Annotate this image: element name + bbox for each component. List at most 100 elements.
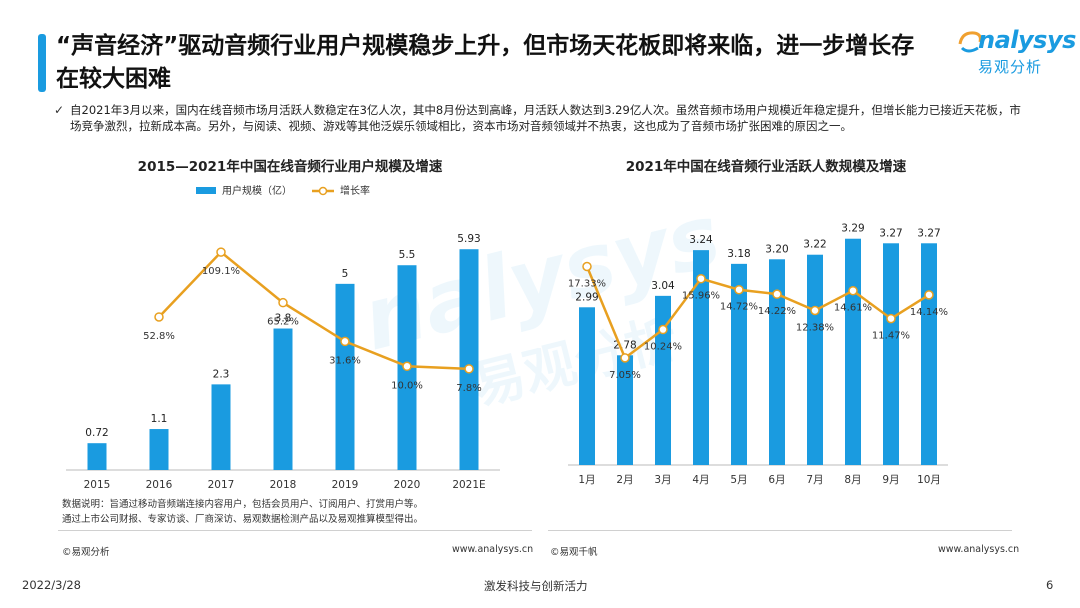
chart2-x-tick-label: 4月 — [692, 474, 709, 486]
chart2-bar — [579, 307, 595, 465]
legend-line-label: 增长率 — [340, 184, 370, 197]
chart1-x-tick-label: 2020 — [394, 479, 421, 491]
chart2-bar — [845, 238, 861, 465]
chart2-growth-point — [886, 313, 896, 324]
chart2-growth-label: 10.24% — [644, 342, 682, 353]
chart1-growth-label: 10.0% — [391, 380, 423, 391]
chart2-growth-label: 15.96% — [682, 291, 720, 302]
footer-slogan: 激发科技与创新活力 — [484, 579, 588, 593]
chart2-growth-label: 7.05% — [609, 370, 641, 381]
chart1-x-tick-label: 2018 — [270, 479, 297, 491]
chart1-bar — [87, 443, 107, 470]
right-separator — [548, 530, 1012, 531]
left-copyright: ©易观分析 — [62, 547, 110, 558]
chart1-x-tick-label: 2016 — [146, 479, 173, 491]
chart2-bar — [769, 259, 785, 465]
right-url: www.analysys.cn — [938, 544, 1020, 555]
chart2-bar-label: 3.29 — [841, 223, 864, 235]
chart1-bar — [211, 384, 231, 470]
chart2-bar-label: 3.27 — [917, 227, 940, 239]
note-line-1: 数据说明：旨通过移动音频端连接内容用户，包括会员用户、订阅用户、打赏用户等。 — [62, 499, 424, 510]
check-icon: ✓ — [54, 103, 65, 117]
logo-text-cn: 易观分析 — [978, 58, 1043, 76]
chart2-growth-point — [924, 290, 934, 300]
chart2-bar — [921, 243, 937, 465]
chart1-growth-point — [154, 312, 164, 322]
chart2-bar-label: 3.24 — [689, 234, 713, 246]
chart1-growth-point — [216, 247, 226, 257]
left-url: www.analysys.cn — [452, 544, 534, 555]
legend-bar-label: 用户规模（亿） — [222, 184, 292, 197]
chart2-x-tick-label: 3月 — [654, 474, 671, 486]
chart1-bar — [149, 429, 169, 470]
chart2-growth-label: 14.22% — [758, 306, 796, 317]
chart1-growth-point — [278, 297, 288, 308]
logo-swirl-icon — [958, 31, 982, 53]
chart2-growth-label: 17.33% — [568, 279, 606, 290]
chart2-title: 2021年中国在线音频行业活跃人数规模及增速 — [625, 159, 907, 175]
chart1-bar-label: 5 — [342, 268, 349, 280]
page-number: 6 — [1046, 578, 1054, 592]
chart2-growth-label: 11.47% — [872, 331, 910, 342]
chart2-bar — [731, 263, 747, 465]
chart1-bar — [273, 328, 293, 470]
chart2-x-tick-label: 1月 — [578, 474, 595, 486]
chart2-x-tick-label: 10月 — [917, 474, 941, 486]
chart1-x-tick-label: 2019 — [332, 479, 359, 491]
chart1-growth-label: 109.1% — [202, 266, 240, 277]
left-separator — [58, 530, 532, 531]
chart2-x-tick-label: 9月 — [882, 474, 899, 486]
chart2-bar — [883, 243, 899, 465]
chart2-x-tick-label: 7月 — [806, 474, 823, 486]
chart1-x-tick-label: 2021E — [452, 479, 485, 491]
chart2-bar — [807, 254, 823, 465]
chart1-growth-line — [158, 250, 470, 371]
chart2-growth-point — [582, 261, 592, 272]
chart1-bar-label: 2.3 — [213, 368, 230, 380]
chart1-bar-label: 1.1 — [151, 413, 168, 425]
right-copyright: ©易观千帆 — [550, 547, 598, 558]
chart2-growth-point — [734, 284, 744, 295]
legend-bar-swatch — [196, 187, 216, 194]
chart2-growth-point — [696, 273, 706, 284]
chart1-growth-point — [340, 336, 350, 347]
chart2-growth-label: 14.14% — [910, 307, 948, 318]
chart2-x-tick-label: 2月 — [616, 474, 633, 486]
analysys-logo: nalysys 易观分析 — [956, 26, 1076, 82]
legend-line-marker — [318, 186, 328, 196]
chart2-bar-label: 3.04 — [651, 280, 675, 292]
chart2-bar — [693, 250, 709, 465]
chart1-bar-label: 5.5 — [399, 249, 416, 261]
chart1-x-tick-label: 2017 — [208, 479, 235, 491]
chart2-bar-label: 3.18 — [727, 248, 750, 260]
chart1-growth-label: 7.8% — [456, 383, 481, 394]
chart1-growth-label: 65.2% — [267, 317, 299, 328]
chart2-bar — [617, 355, 633, 465]
chart2-x-tick-label: 6月 — [768, 474, 785, 486]
summary-paragraph: ✓ 自2021年3月以来，国内在线音频市场月活跃人数稳定在3亿人次，其中8月份达… — [50, 102, 1030, 134]
chart2-growth-point — [772, 289, 782, 299]
chart1-growth-point — [402, 361, 412, 372]
page-title: “声音经济”驱动音频行业用户规模稳步上升，但市场天花板即将来临，进一步增长存在较… — [56, 33, 915, 92]
summary-text: 自2021年3月以来，国内在线音频市场月活跃人数稳定在3亿人次，其中8月份达到高… — [70, 103, 1021, 133]
chart1-growth-label: 31.6% — [329, 355, 361, 366]
title-accent-bar — [38, 34, 46, 92]
footer-date: 2022/3/28 — [22, 578, 81, 592]
chart1-growth-point — [464, 364, 474, 374]
chart1-bar-label: 3.8 — [275, 313, 292, 325]
chart1-x-tick-label: 2015 — [84, 479, 111, 491]
chart1-bar — [459, 249, 479, 470]
chart2-growth-point — [658, 324, 668, 335]
chart2-bar-label: 3.27 — [879, 227, 902, 239]
chart2-growth-line — [585, 266, 930, 360]
chart2-bar-label: 3.20 — [765, 243, 788, 255]
chart2-bar-label: 2.99 — [575, 291, 598, 303]
chart2-bar-label: 3.22 — [803, 239, 826, 251]
chart2-growth-label: 14.61% — [834, 303, 872, 314]
chart2-x-tick-label: 8月 — [844, 474, 861, 486]
chart2-x-tick-label: 5月 — [730, 474, 747, 486]
chart1-bar — [335, 283, 355, 470]
chart1-title: 2015—2021年中国在线音频行业用户规模及增速 — [137, 159, 443, 175]
chart2-bar — [655, 295, 671, 465]
